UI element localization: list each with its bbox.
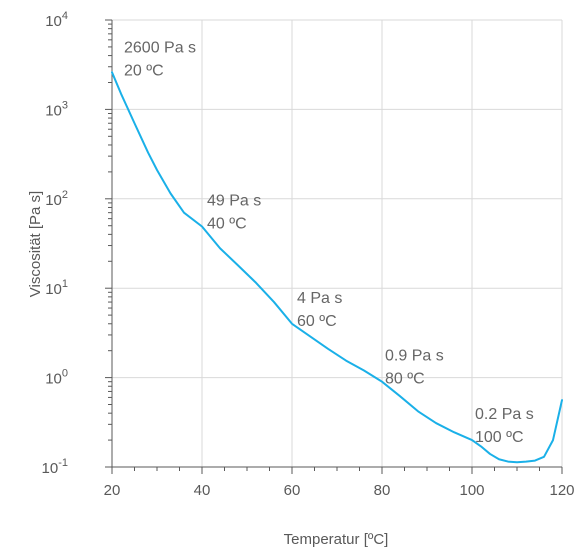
x-tick-label: 60 [284,482,301,499]
x-tick-label: 120 [549,482,574,499]
y-axis-label: Viscosität [Pa s] [27,191,44,297]
series-group [111,71,563,464]
annotation-label: 0.9 Pa s [385,348,444,365]
annotation-label: 20 ºC [124,62,164,79]
annotation-label: 0.2 Pa s [475,406,534,423]
x-tick-label: 20 [104,482,121,499]
annotation-label: 40 ºC [207,215,247,232]
annotation-label: 49 Pa s [207,192,261,209]
annotation-label: 100 ºC [475,429,524,446]
annotation-label: 60 ºC [297,313,337,330]
y-tick-label: 101 [45,278,68,298]
annotation-label: 2600 Pa s [124,39,196,56]
y-tick-label: 10-1 [42,457,68,477]
annotations: 2600 Pa s 20 ºC 49 Pa s 40 ºC 4 Pa s 60 ºC 0.9… [124,39,534,446]
y-tick-label: 104 [45,10,68,30]
axes [105,19,563,474]
tick-labels: 20 40 60 80 100 120 10-1 100 101 102 103 104 [42,10,575,499]
x-axis-label: Temperatur [ºC] [284,531,389,548]
x-tick-label: 80 [374,482,391,499]
x-tick-label: 100 [459,482,484,499]
x-tick-label: 40 [194,482,211,499]
viscosity-curve [111,71,563,464]
y-tick-label: 100 [45,368,68,388]
y-tick-label: 102 [45,189,68,209]
annotation-label: 80 ºC [385,371,425,388]
annotation-label: 4 Pa s [297,290,342,307]
y-tick-label: 103 [45,99,68,119]
grid [111,19,563,468]
